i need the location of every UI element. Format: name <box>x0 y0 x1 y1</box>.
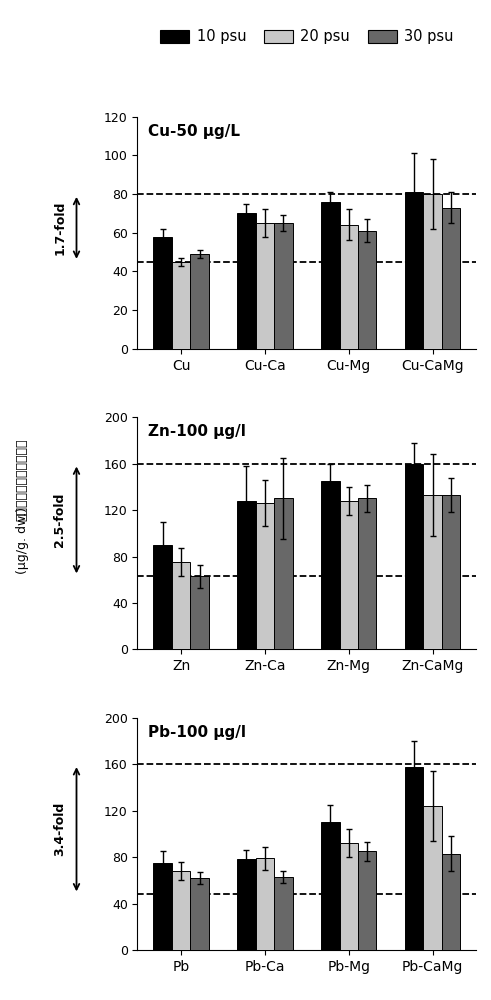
Bar <box>237 501 256 649</box>
Bar <box>172 871 191 950</box>
Bar <box>340 501 358 649</box>
Bar <box>321 202 340 349</box>
Bar <box>172 562 191 649</box>
Bar <box>321 822 340 950</box>
Bar <box>274 223 293 349</box>
Bar <box>237 213 256 349</box>
Text: Pb-100 μg/l: Pb-100 μg/l <box>148 725 246 740</box>
Bar <box>423 495 442 649</box>
Bar <box>274 498 293 649</box>
Bar <box>256 223 274 349</box>
Bar <box>256 503 274 649</box>
Bar <box>191 878 209 950</box>
Bar <box>191 576 209 649</box>
Bar <box>172 262 191 349</box>
Text: Zn-100 μg/l: Zn-100 μg/l <box>148 424 246 439</box>
Bar <box>423 806 442 950</box>
Text: 3.4-fold: 3.4-fold <box>54 802 66 856</box>
Text: 1.7-fold: 1.7-fold <box>54 201 66 255</box>
Bar <box>256 858 274 950</box>
Bar <box>321 481 340 649</box>
Text: Cu-50 μg/L: Cu-50 μg/L <box>148 124 240 139</box>
Bar <box>340 225 358 349</box>
Text: 2.5-fold: 2.5-fold <box>54 493 66 547</box>
Legend: 10 psu, 20 psu, 30 psu: 10 psu, 20 psu, 30 psu <box>154 23 460 50</box>
Bar <box>274 877 293 950</box>
Bar <box>237 859 256 950</box>
Bar <box>340 843 358 950</box>
Bar <box>405 192 423 349</box>
Bar <box>442 208 461 349</box>
Bar <box>405 767 423 950</box>
Bar <box>358 851 377 950</box>
Bar <box>153 545 172 649</box>
Bar <box>153 863 172 950</box>
Bar <box>442 495 461 649</box>
Bar <box>358 231 377 349</box>
Bar <box>405 464 423 649</box>
Bar <box>442 854 461 950</box>
Bar <box>191 254 209 349</box>
Bar <box>423 194 442 349</box>
Bar <box>153 237 172 349</box>
Text: 海葡萩的重金属累积浓度: 海葡萩的重金属累积浓度 <box>16 439 28 521</box>
Text: (μg/g. dw.): (μg/g. dw.) <box>16 506 28 574</box>
Bar <box>358 498 377 649</box>
